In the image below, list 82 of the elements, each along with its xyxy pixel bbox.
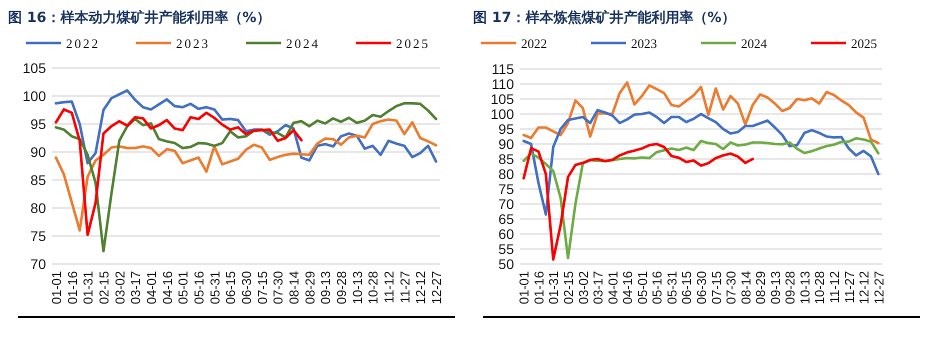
x-tick-label: 09-13 — [768, 271, 783, 304]
x-tick-label: 06-15 — [679, 271, 694, 304]
x-tick-label: 08-29 — [753, 271, 768, 304]
x-tick-label: 01-16 — [64, 271, 80, 304]
y-tick-label: 105 — [490, 91, 514, 107]
y-tick-label: 70 — [30, 256, 46, 272]
y-tick-label: 95 — [498, 121, 514, 137]
x-tick-label: 04-01 — [144, 271, 159, 304]
legend-label: 2023 — [176, 36, 210, 51]
x-tick-label: 09-28 — [782, 271, 798, 304]
x-tick-label: 02-15 — [561, 271, 576, 304]
x-tick-label: 11-12 — [826, 271, 842, 304]
y-tick-label: 90 — [30, 144, 46, 160]
y-tick-label: 55 — [498, 241, 514, 257]
x-tick-label: 06-30 — [694, 271, 709, 304]
y-tick-label: 60 — [498, 226, 514, 242]
x-tick-label: 01-16 — [531, 271, 546, 304]
legend-label: 2023 — [631, 36, 657, 51]
legend-label: 2024 — [286, 36, 320, 51]
x-tick-label: 03-02 — [576, 271, 591, 304]
y-tick-label: 75 — [498, 181, 514, 197]
x-tick-label: 10-28 — [366, 271, 381, 304]
chart-title: 图 17：样本炼焦煤矿井产能利用率（%） — [473, 9, 736, 26]
x-tick-label: 07-30 — [724, 271, 739, 304]
x-tick-label: 09-28 — [334, 271, 350, 304]
x-tick-label: 05-16 — [650, 271, 665, 304]
x-tick-label: 08-14 — [738, 271, 754, 304]
x-tick-label: 07-30 — [270, 271, 286, 304]
x-tick-label: 01-31 — [546, 271, 562, 304]
y-tick-label: 50 — [498, 256, 514, 272]
x-tick-label: 06-30 — [239, 271, 254, 304]
x-tick-label: 04-16 — [160, 271, 175, 304]
y-tick-label: 80 — [498, 166, 514, 182]
y-tick-label: 95 — [30, 116, 46, 132]
x-tick-label: 03-02 — [112, 271, 128, 304]
chart-title: 图 16：样本动力煤矿井产能利用率（%） — [8, 9, 270, 26]
y-tick-label: 85 — [498, 151, 514, 167]
x-tick-label: 12-27 — [871, 271, 886, 304]
x-tick-label: 10-28 — [812, 271, 828, 304]
y-tick-label: 100 — [22, 88, 46, 104]
x-tick-label: 10-13 — [797, 271, 812, 304]
y-tick-label: 115 — [492, 61, 514, 77]
legend-label: 2025 — [851, 36, 877, 51]
y-tick-label: 100 — [490, 106, 514, 122]
x-tick-label: 08-29 — [302, 271, 318, 304]
y-tick-label: 75 — [30, 228, 46, 244]
y-tick-label: 80 — [30, 200, 46, 216]
x-tick-label: 05-31 — [207, 271, 222, 304]
x-tick-label: 12-27 — [429, 271, 444, 304]
x-tick-label: 11-12 — [382, 271, 397, 304]
y-tick-label: 70 — [498, 196, 514, 212]
y-tick-label: 90 — [498, 136, 514, 152]
x-tick-label: 04-01 — [605, 271, 620, 304]
legend-label: 2025 — [396, 36, 430, 51]
x-tick-label: 01-01 — [48, 271, 64, 304]
y-tick-label: 65 — [498, 211, 514, 227]
x-tick-label: 08-14 — [286, 271, 302, 304]
y-tick-label: 85 — [30, 172, 46, 188]
x-tick-label: 05-01 — [176, 271, 191, 304]
x-tick-label: 03-17 — [128, 271, 144, 304]
x-tick-label: 11-27 — [397, 271, 412, 304]
x-tick-label: 09-13 — [318, 271, 334, 304]
legend-label: 2024 — [741, 36, 768, 51]
x-tick-label: 01-01 — [516, 271, 532, 304]
x-tick-label: 10-13 — [350, 271, 365, 304]
x-tick-label: 07-15 — [254, 271, 270, 304]
x-tick-label: 05-01 — [634, 271, 650, 304]
x-tick-label: 12-12 — [856, 271, 872, 304]
x-tick-label: 06-15 — [223, 271, 238, 304]
y-tick-label: 110 — [492, 76, 514, 92]
x-tick-label: 07-15 — [708, 271, 724, 304]
y-tick-label: 105 — [22, 60, 46, 76]
legend-label: 2022 — [521, 36, 547, 51]
x-tick-label: 02-15 — [96, 271, 112, 304]
x-tick-label: 05-16 — [191, 271, 206, 304]
x-tick-label: 11-27 — [842, 271, 857, 304]
x-tick-label: 05-31 — [664, 271, 680, 304]
x-tick-label: 12-12 — [413, 271, 428, 304]
legend-label: 2022 — [66, 36, 100, 51]
x-tick-label: 04-16 — [620, 271, 636, 304]
x-tick-label: 03-17 — [590, 271, 606, 304]
x-tick-label: 01-31 — [80, 271, 96, 304]
